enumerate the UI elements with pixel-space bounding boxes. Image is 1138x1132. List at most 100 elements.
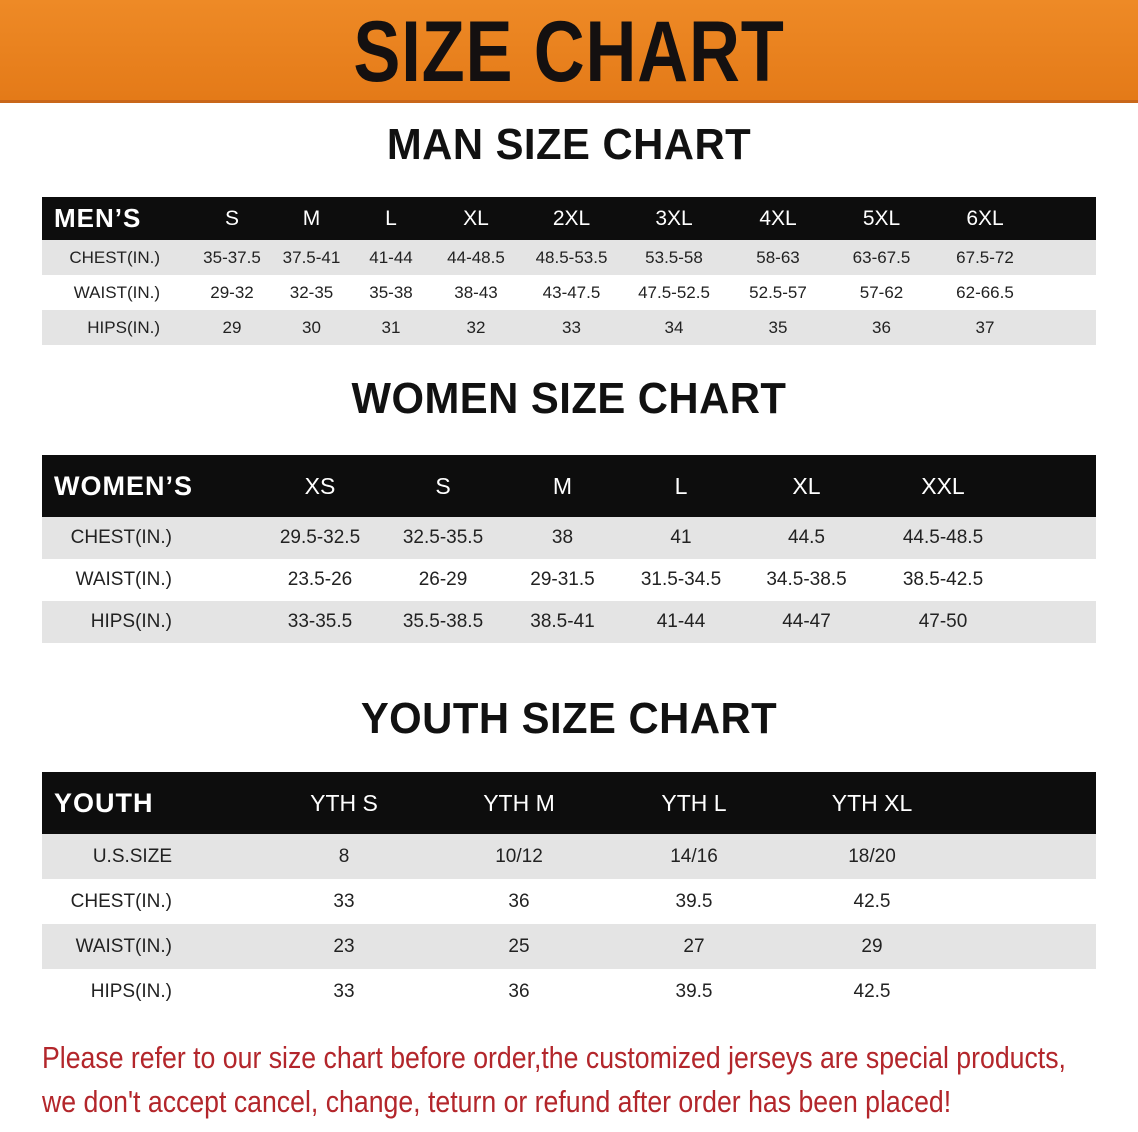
measurement-value: 42.5 [782,879,962,924]
size-column-header: M [504,455,621,517]
measurement-value: 18/20 [782,834,962,879]
women-header-label: WOMEN’S [42,455,258,517]
measurement-value: 36 [830,310,933,345]
size-column-header: 6XL [933,197,1037,240]
measurement-value: 44-47 [741,601,872,643]
banner: SIZE CHART [0,0,1138,103]
cell-filler [1037,240,1096,275]
size-column-header: 4XL [726,197,830,240]
table-row: CHEST(IN.) 35-37.5 37.5-41 41-44 44-48.5 48.5… [42,240,1096,275]
measurement-value: 29-32 [192,275,272,310]
size-column-header: L [351,197,431,240]
size-column-header: XL [431,197,521,240]
measurement-value: 29 [192,310,272,345]
order-notice: Please refer to our size chart before or… [42,1036,1066,1124]
table-row: HIPS(IN.) 29 30 31 32 33 34 35 36 37 [42,310,1096,345]
measurement-value: 36 [432,969,606,1014]
measurement-value: 47-50 [872,601,1014,643]
measurement-value: 35.5-38.5 [382,601,504,643]
youth-header-label: YOUTH [42,772,256,834]
measurement-value: 35 [726,310,830,345]
size-column-header: XXL [872,455,1014,517]
measurement-value: 23.5-26 [258,559,382,601]
measurement-value: 23 [256,924,432,969]
cell-filler [1037,275,1096,310]
measurement-label: WAIST(IN.) [42,924,256,969]
notice-line-1: Please refer to our size chart before or… [42,1040,1066,1075]
measurement-value: 32.5-35.5 [382,517,504,559]
table-row: CHEST(IN.) 29.5-32.5 32.5-35.5 38 41 44.5 44.5… [42,517,1096,559]
measurement-value: 58-63 [726,240,830,275]
measurement-label: WAIST(IN.) [42,275,192,310]
measurement-value: 57-62 [830,275,933,310]
measurement-value: 35-38 [351,275,431,310]
women-section-title: WOMEN SIZE CHART [351,374,787,423]
measurement-value: 37.5-41 [272,240,351,275]
table-row: WAIST(IN.) 29-32 32-35 35-38 38-43 43-47.5 47.… [42,275,1096,310]
measurement-value: 48.5-53.5 [521,240,622,275]
measurement-value: 29 [782,924,962,969]
size-column-header: XS [258,455,382,517]
size-column-header: YTH S [256,772,432,834]
measurement-value: 32-35 [272,275,351,310]
measurement-value: 25 [432,924,606,969]
size-column-header: YTH L [606,772,782,834]
measurement-value: 62-66.5 [933,275,1037,310]
table-row: WAIST(IN.) 23.5-26 26-29 29-31.5 31.5-34.5 34… [42,559,1096,601]
measurement-value: 29.5-32.5 [258,517,382,559]
measurement-value: 38-43 [431,275,521,310]
measurement-value: 38 [504,517,621,559]
banner-title: SIZE CHART [353,4,785,100]
measurement-value: 41 [621,517,741,559]
measurement-value: 32 [431,310,521,345]
measurement-value: 29-31.5 [504,559,621,601]
men-section-title: MAN SIZE CHART [386,120,752,169]
youth-size-table: YOUTH YTH S YTH M YTH L YTH XL U.S.SIZE 8 10/12… [42,772,1096,1014]
measurement-value: 52.5-57 [726,275,830,310]
size-column-header: S [382,455,504,517]
table-row: WAIST(IN.) 23 25 27 29 [42,924,1096,969]
size-column-header: YTH XL [782,772,962,834]
measurement-value: 34.5-38.5 [741,559,872,601]
measurement-label: U.S.SIZE [42,834,256,879]
measurement-value: 36 [432,879,606,924]
header-filler [1014,455,1096,517]
youth-section-title: YOUTH SIZE CHART [360,694,778,743]
size-column-header: 3XL [622,197,726,240]
size-column-header: S [192,197,272,240]
measurement-value: 35-37.5 [192,240,272,275]
measurement-value: 27 [606,924,782,969]
cell-filler [962,924,1096,969]
size-column-header: 2XL [521,197,622,240]
measurement-value: 33 [256,879,432,924]
measurement-label: HIPS(IN.) [42,601,258,643]
measurement-value: 42.5 [782,969,962,1014]
measurement-value: 33-35.5 [258,601,382,643]
cell-filler [962,969,1096,1014]
cell-filler [1014,601,1096,643]
cell-filler [1014,517,1096,559]
header-filler [1037,197,1096,240]
measurement-label: HIPS(IN.) [42,310,192,345]
measurement-value: 10/12 [432,834,606,879]
table-row: CHEST(IN.) 33 36 39.5 42.5 [42,879,1096,924]
measurement-label: CHEST(IN.) [42,517,258,559]
measurement-label: CHEST(IN.) [42,879,256,924]
size-column-header: YTH M [432,772,606,834]
women-size-table: WOMEN’S XS S M L XL XXL CHEST(IN.) 29.5-32.5 32.5… [42,455,1096,643]
table-row: HIPS(IN.) 33 36 39.5 42.5 [42,969,1096,1014]
measurement-value: 53.5-58 [622,240,726,275]
measurement-value: 8 [256,834,432,879]
measurement-value: 14/16 [606,834,782,879]
men-header-row: MEN’S S M L XL 2XL 3XL 4XL 5XL 6XL [42,197,1096,240]
measurement-value: 41-44 [351,240,431,275]
measurement-value: 37 [933,310,1037,345]
measurement-value: 67.5-72 [933,240,1037,275]
measurement-label: WAIST(IN.) [42,559,258,601]
women-header-row: WOMEN’S XS S M L XL XXL [42,455,1096,517]
cell-filler [1037,310,1096,345]
measurement-value: 47.5-52.5 [622,275,726,310]
men-size-table: MEN’S S M L XL 2XL 3XL 4XL 5XL 6XL CHEST(IN.) 35-37… [42,197,1096,345]
measurement-value: 43-47.5 [521,275,622,310]
measurement-value: 44-48.5 [431,240,521,275]
